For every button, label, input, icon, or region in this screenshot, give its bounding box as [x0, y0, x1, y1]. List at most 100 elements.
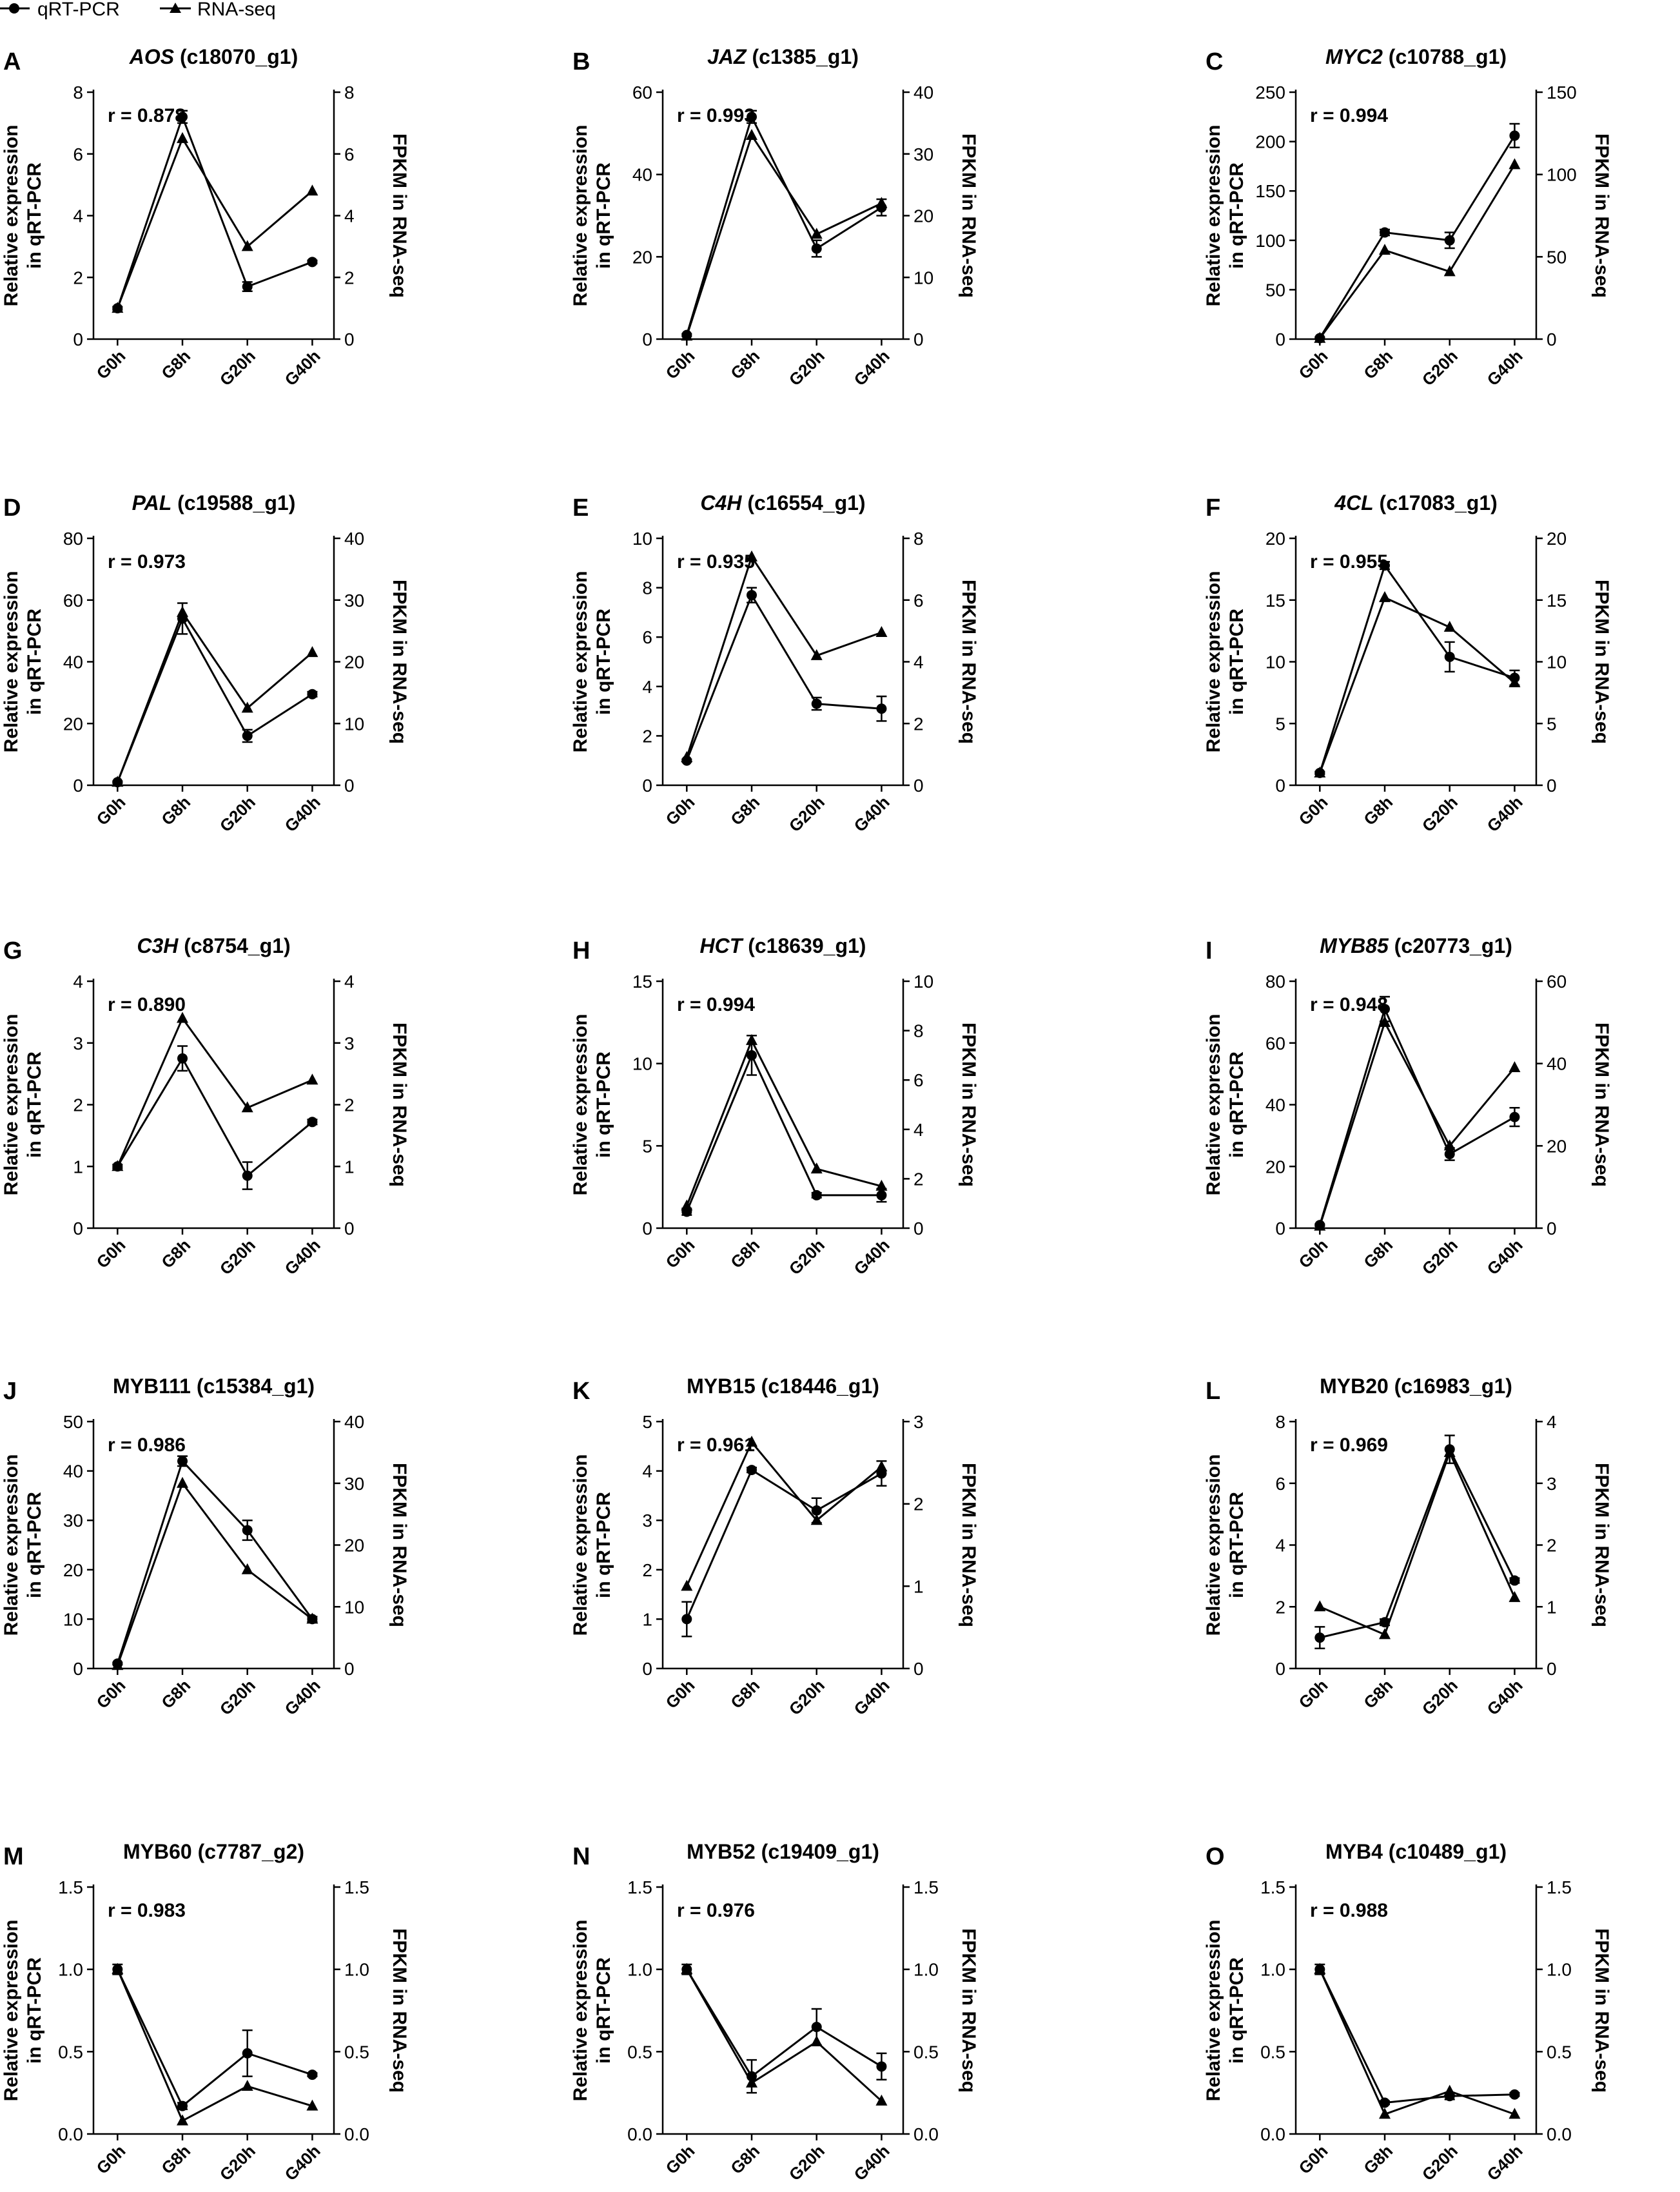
y2-tick-label: 3 [913, 1412, 924, 1432]
rnaseq-point [1443, 2084, 1456, 2096]
y2-tick-label: 1.0 [913, 1960, 939, 1980]
qpcr-point [811, 2022, 822, 2033]
chart-title-gene: MYB20 [1320, 1375, 1389, 1398]
rnaseq-point [112, 1160, 124, 1171]
chart-title: AOS (c18070_g1) [129, 45, 298, 68]
y-tick-label: 2 [642, 1560, 652, 1580]
correlation-label: r = 0.948 [1310, 994, 1388, 1015]
legend-qpcr-marker [9, 3, 19, 14]
y-axis-title-line1: Relative expression [1, 1920, 22, 2102]
y-tick-label: 10 [632, 1054, 652, 1074]
rnaseq-point [241, 701, 253, 713]
y-tick-label: 6 [73, 144, 83, 164]
correlation-label: r = 0.994 [1310, 105, 1388, 126]
y2-tick-label: 10 [344, 714, 364, 734]
chart-panel-l: L MYB20 (c16983_g1) 0 2 4 6 8 0 1 2 3 4 G0h G8h G20h G4… [1203, 1375, 1612, 1719]
y-tick-label: 1.0 [1260, 1960, 1285, 1980]
qpcr-point [876, 1189, 887, 1200]
y2-tick-label: 0 [1547, 329, 1557, 349]
rnaseq-line [116, 1481, 313, 1666]
correlation-label: r = 0.961 [677, 1434, 755, 1456]
y2-tick-label: 0 [913, 776, 924, 796]
qpcr-point [1444, 1149, 1455, 1160]
y-tick-label: 0 [642, 1659, 652, 1679]
qpcr-line [685, 592, 882, 761]
x-tick-label: G0h [1295, 346, 1332, 383]
y-tick-label: 5 [1275, 714, 1285, 734]
y-axis-title-line1: Relative expression [570, 571, 591, 753]
x-tick-label: G0h [93, 792, 130, 829]
y2-tick-label: 2 [344, 1095, 355, 1115]
y-tick-label: 40 [63, 1462, 83, 1482]
y-tick-label: 0 [1275, 329, 1285, 349]
rnaseq-point [1443, 1445, 1456, 1457]
x-tick-label: G8h [1360, 792, 1396, 829]
qpcr-line [1319, 1447, 1516, 1639]
y-tick-label: 40 [1265, 1095, 1285, 1115]
chart-panel-o: O MYB4 (c10489_g1) 0.0 0.5 1.0 1.5 0.0 0.5 1.0 1.… [1203, 1840, 1612, 2184]
y-tick-label: 5 [642, 1136, 652, 1156]
x-tick-label: G40h [850, 792, 893, 836]
rnaseq-point [177, 605, 189, 617]
chart-panel-a: A AOS (c18070_g1) 0 2 4 6 8 0 2 4 6 8 G0h G8h G20h G40h… [1, 45, 410, 389]
rnaseq-point [306, 1073, 318, 1085]
qpcr-point [1380, 1004, 1391, 1015]
qpcr-point [112, 303, 123, 314]
chart-title-id: (c18070_g1) [174, 45, 298, 68]
y-tick-label: 10 [63, 1609, 83, 1629]
chart-panel-d: D PAL (c19588_g1) 0 20 40 60 80 0 10 20 30 40 G0h G8h… [1, 491, 410, 836]
y2-tick-label: 20 [344, 652, 364, 672]
y2-axis-title: FPKM in RNA-seq [389, 1463, 410, 1627]
y-tick-label: 150 [1255, 181, 1285, 201]
qpcr-point [811, 698, 822, 709]
panel-letter: K [572, 1378, 591, 1405]
y2-tick-label: 1.0 [344, 1960, 369, 1980]
y2-tick-label: 15 [1547, 591, 1567, 611]
y2-tick-label: 0 [913, 1659, 924, 1679]
rnaseq-line [116, 610, 313, 783]
rnaseq-point [681, 1199, 693, 1211]
panel-letter: H [572, 937, 590, 964]
y-tick-label: 0 [73, 329, 83, 349]
chart-panel-k: K MYB15 (c18446_g1) 0 1 2 3 4 5 0 1 2 3 G0h G8h G20h G4… [570, 1375, 979, 1719]
x-tick-label: G0h [93, 2141, 130, 2178]
qpcr-point [1314, 767, 1325, 778]
y-tick-label: 4 [1275, 1536, 1285, 1556]
y-tick-label: 200 [1255, 132, 1285, 152]
x-tick-label: G8h [157, 1676, 194, 1712]
y-tick-label: 60 [632, 83, 652, 103]
chart-title-id: (c10489_g1) [1383, 1840, 1507, 1863]
y2-axis-title: FPKM in RNA-seq [1591, 1463, 1612, 1627]
y2-tick-label: 0.5 [913, 2042, 939, 2062]
qpcr-line [117, 1056, 313, 1177]
rnaseq-point [1509, 1061, 1521, 1073]
qpcr-point [811, 1189, 822, 1200]
y-tick-label: 2 [73, 1095, 83, 1115]
panel-letter: D [3, 494, 21, 522]
y-tick-label: 1 [642, 1609, 652, 1629]
rnaseq-point [681, 1962, 693, 1974]
qpcr-line [685, 114, 883, 336]
qpcr-point [177, 1456, 188, 1467]
y2-axis-title: FPKM in RNA-seq [389, 1928, 410, 2093]
chart-title: MYC2 (c10788_g1) [1325, 45, 1507, 68]
correlation-label: r = 0.878 [108, 105, 186, 126]
rnaseq-line [1318, 596, 1516, 774]
rnaseq-point [306, 646, 318, 658]
x-tick-label: G8h [157, 1235, 194, 1272]
chart-title: MYB85 (c20773_g1) [1320, 934, 1512, 957]
y-tick-label: 50 [1265, 280, 1285, 300]
qpcr-point [747, 1050, 757, 1061]
qpcr-point [112, 1161, 123, 1172]
x-tick-label: G0h [662, 1235, 699, 1272]
rnaseq-point [112, 1659, 124, 1670]
chart-panel-h: H HCT (c18639_g1) 0 5 10 15 0 2 4 6 8 10 G0h G8h G20h G… [570, 934, 979, 1278]
qpcr-point [1380, 560, 1391, 571]
chart-title-id: (c17083_g1) [1374, 491, 1498, 514]
y2-tick-label: 10 [913, 268, 933, 288]
panel-letter: O [1206, 1843, 1225, 1870]
qpcr-point [811, 243, 822, 254]
y2-axis-title: FPKM in RNA-seq [1591, 1023, 1612, 1187]
y-axis-title-line1: Relative expression [1203, 1920, 1224, 2102]
legend: qRT-PCR RNA-seq [0, 0, 276, 20]
